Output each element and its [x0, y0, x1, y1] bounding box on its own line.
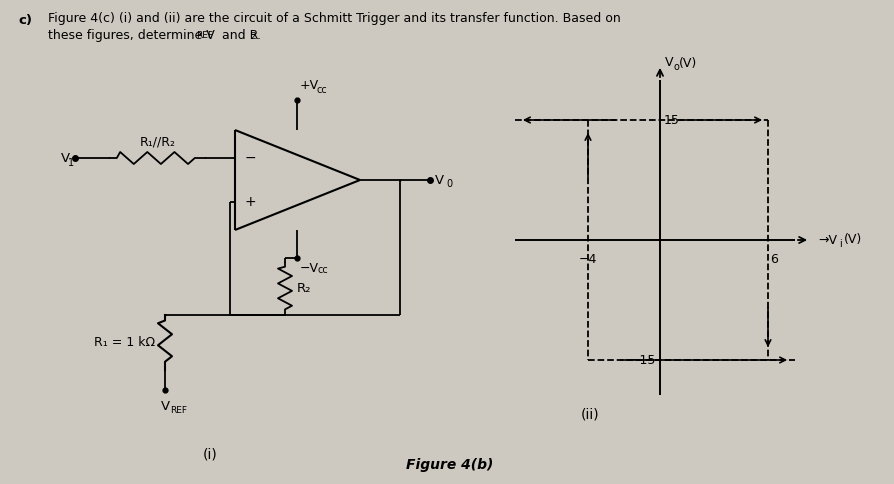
Text: −4: −4 — [578, 253, 596, 266]
Text: V: V — [61, 151, 70, 165]
Text: 0: 0 — [445, 179, 451, 189]
Text: →V: →V — [817, 233, 836, 246]
Text: V: V — [434, 173, 443, 186]
Text: (i): (i) — [202, 448, 217, 462]
Text: −15: −15 — [628, 353, 655, 366]
Text: cc: cc — [316, 85, 327, 95]
Text: these figures, determine V: these figures, determine V — [48, 29, 215, 42]
Text: V: V — [160, 400, 169, 413]
Text: +: + — [245, 195, 257, 209]
Text: c): c) — [18, 14, 32, 27]
Text: REF: REF — [170, 406, 187, 415]
Text: R₂: R₂ — [297, 283, 311, 296]
Text: cc: cc — [317, 265, 328, 275]
Text: Figure 4(c) (i) and (ii) are the circuit of a Schmitt Trigger and its transfer f: Figure 4(c) (i) and (ii) are the circuit… — [48, 12, 620, 25]
Text: R₁//R₂: R₁//R₂ — [139, 136, 175, 149]
Text: R₁ = 1 kΩ: R₁ = 1 kΩ — [94, 336, 155, 349]
Text: and R: and R — [218, 29, 258, 42]
Text: −: − — [245, 151, 257, 165]
Text: 1: 1 — [68, 158, 74, 168]
Text: (V): (V) — [843, 233, 861, 246]
Text: .: . — [257, 29, 261, 42]
Text: (ii): (ii) — [580, 408, 599, 422]
Text: o: o — [673, 62, 679, 72]
Text: 2: 2 — [249, 32, 256, 41]
Text: Figure 4(b): Figure 4(b) — [406, 458, 493, 472]
Text: −V: −V — [299, 262, 318, 275]
Text: REF: REF — [196, 31, 213, 40]
Text: 6: 6 — [769, 253, 777, 266]
Text: V: V — [664, 57, 673, 70]
Text: (V): (V) — [679, 57, 696, 70]
Text: +V: +V — [299, 79, 318, 92]
Text: 15: 15 — [663, 114, 679, 126]
Text: i: i — [838, 239, 841, 249]
